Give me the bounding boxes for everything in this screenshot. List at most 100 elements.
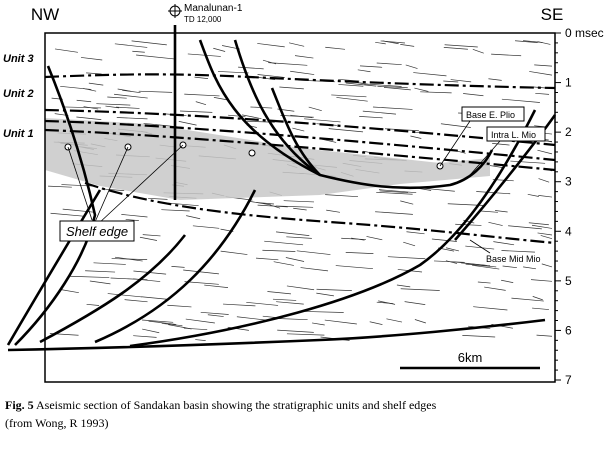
reflector (462, 334, 496, 338)
reflector (527, 193, 539, 197)
reflector (479, 210, 498, 213)
reflector (148, 320, 177, 325)
reflector (400, 288, 440, 291)
reflector (61, 184, 96, 187)
reflector (413, 72, 447, 77)
reflector (178, 121, 197, 126)
fault (129, 109, 537, 348)
reflector (452, 261, 491, 267)
reflector (275, 231, 310, 236)
reflector (296, 250, 331, 255)
horizon-label: Base E. Plio (466, 110, 515, 120)
reflector (541, 263, 553, 268)
reflector (537, 232, 553, 236)
reflector (420, 91, 452, 94)
reflector (148, 197, 168, 200)
reflector (406, 231, 425, 235)
reflector (161, 209, 190, 212)
reflector (276, 301, 304, 305)
caption-text: Aseismic section of Sandakan basin showi… (36, 398, 437, 412)
reflector (531, 224, 553, 229)
fault (6, 189, 102, 346)
reflector (300, 267, 329, 272)
reflector (139, 236, 157, 241)
reflector (465, 245, 495, 250)
reflector (54, 48, 78, 53)
fault (233, 39, 321, 177)
reflector (277, 318, 308, 321)
reflector (121, 214, 148, 218)
reflector (273, 261, 294, 266)
depth-axis: 0 msec 1 2 3 4 5 6 7 (555, 26, 604, 387)
depth-label: 3 (565, 175, 572, 189)
reflector (534, 64, 553, 67)
reflector (269, 204, 281, 209)
reflector (286, 285, 315, 291)
reflector (69, 275, 110, 278)
reflector (86, 72, 102, 75)
reflector (515, 40, 538, 43)
reflector (255, 257, 279, 261)
reflector (131, 40, 167, 46)
reflector (279, 86, 304, 90)
depth-label: 5 (565, 274, 572, 288)
reflector (76, 99, 92, 103)
reflector (262, 249, 296, 252)
caption: Fig. 5 Aseismic section of Sandakan basi… (5, 398, 437, 412)
fault (198, 39, 321, 177)
reflector (386, 318, 403, 323)
reflector (311, 322, 325, 326)
well-depth: TD 12,000 (184, 15, 222, 24)
reflector (537, 149, 553, 155)
reflector (124, 299, 148, 303)
reflector (511, 297, 544, 302)
frame (44, 32, 556, 383)
reflector (86, 303, 100, 306)
depth-label: 4 (565, 224, 572, 238)
reflector (184, 281, 219, 285)
reflector (492, 142, 510, 146)
scale-label: 6km (458, 350, 483, 365)
reflector (228, 114, 246, 118)
reflector (328, 128, 364, 133)
reflector (532, 307, 549, 310)
reflector (142, 328, 160, 334)
reflector (257, 43, 285, 48)
reflector (431, 238, 457, 242)
reflector (445, 247, 460, 252)
reflector (414, 87, 429, 92)
reflector (359, 116, 383, 119)
fault (14, 65, 97, 346)
reflector (501, 279, 514, 283)
reflector (529, 71, 553, 76)
reflector (414, 319, 426, 324)
reflector (325, 46, 346, 50)
reflector (115, 106, 140, 109)
leader (67, 146, 93, 221)
reflector (463, 93, 484, 97)
reflector (345, 82, 377, 87)
leader (469, 239, 491, 254)
reflector (501, 250, 535, 253)
reflector (83, 88, 97, 92)
reflector (405, 64, 418, 69)
reflector (491, 53, 522, 57)
reflector (136, 54, 175, 60)
reflector (220, 250, 248, 255)
reflector (138, 90, 173, 93)
reflector (249, 201, 271, 206)
label-box (486, 126, 546, 142)
fault (454, 114, 557, 241)
reflector (537, 41, 551, 45)
reflector (476, 191, 511, 195)
reflector (142, 234, 161, 237)
reflector (183, 269, 219, 275)
reflector (292, 127, 305, 132)
reflector (105, 105, 120, 109)
reflector (450, 79, 472, 83)
reflector (443, 47, 468, 50)
reflector (383, 87, 411, 91)
reflector (331, 94, 367, 98)
reflector (272, 298, 297, 301)
reflector (167, 304, 192, 308)
